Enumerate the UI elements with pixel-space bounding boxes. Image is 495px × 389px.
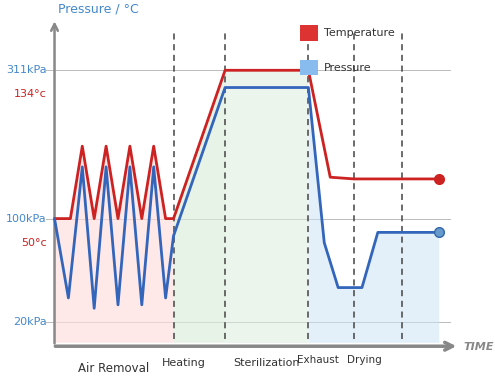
Polygon shape [225,70,308,343]
Text: 50°c: 50°c [21,238,47,248]
Text: 134°c: 134°c [14,89,47,100]
Text: 311kPa: 311kPa [6,65,47,75]
Text: Heating: Heating [161,358,205,368]
Text: Exhaust: Exhaust [297,355,339,365]
Text: TIME: TIME [463,342,494,352]
Text: Pressure: Pressure [324,63,372,73]
Text: 100kPa: 100kPa [6,214,47,224]
Text: Drying: Drying [346,355,381,365]
Bar [300,25,318,41]
Text: Air Removal: Air Removal [78,362,149,375]
Polygon shape [308,88,439,343]
Bar [300,60,318,75]
Polygon shape [54,146,174,343]
Text: Pressure / °C: Pressure / °C [58,2,139,15]
Text: 20kPa: 20kPa [13,317,47,327]
Text: Sterilization: Sterilization [234,358,300,368]
Polygon shape [174,70,225,343]
Text: Temperature: Temperature [324,28,395,38]
